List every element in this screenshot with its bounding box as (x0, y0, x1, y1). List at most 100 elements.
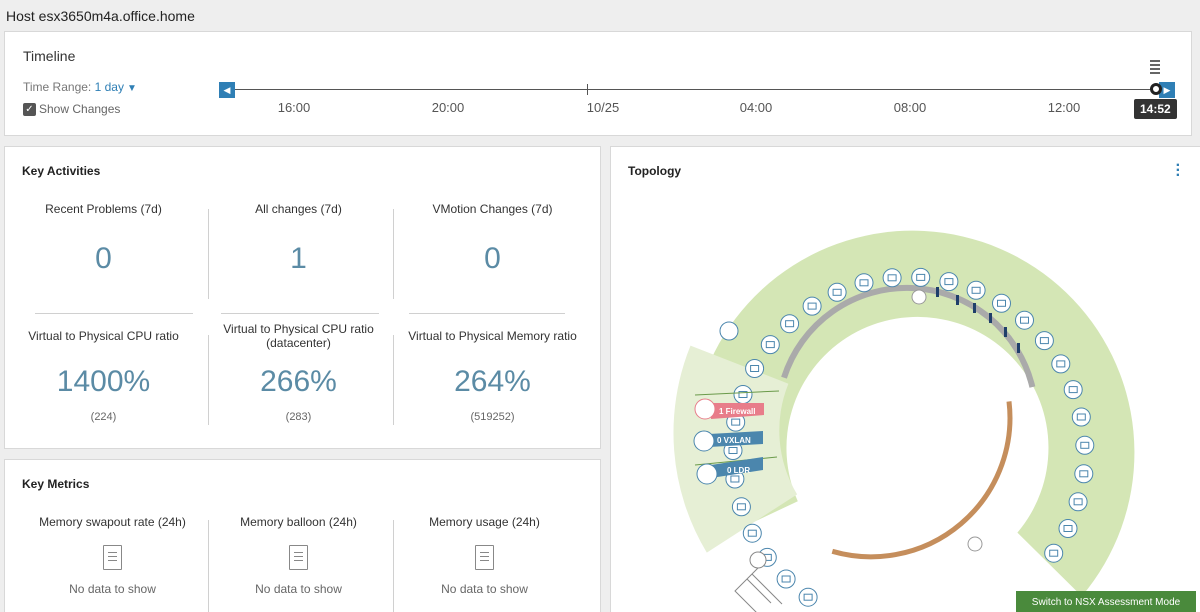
timeline-tick-label: 12:00 (1047, 100, 1081, 115)
firewall-icon[interactable] (694, 398, 716, 420)
vm-icon[interactable] (827, 282, 847, 302)
vm-icon[interactable] (780, 314, 800, 334)
vm-icon[interactable] (1075, 435, 1095, 455)
show-changes-label: Show Changes (39, 102, 121, 116)
grip-icon[interactable] (1150, 60, 1160, 76)
column-divider (208, 335, 209, 425)
tree-node[interactable] (749, 551, 767, 569)
show-changes-toggle[interactable]: ✓ Show Changes (23, 102, 120, 116)
time-range-selector[interactable]: Time Range: 1 day ▼ (23, 80, 137, 94)
vm-icon[interactable] (802, 296, 822, 316)
datastore-icon[interactable] (967, 536, 983, 552)
topology-diagram[interactable]: 1 Firewall 0 VXLAN 0 LDR (611, 147, 1200, 612)
monitor-icon (944, 278, 954, 286)
monitor-icon (1068, 386, 1078, 394)
metric-label: Virtual to Physical Memory ratio (408, 329, 577, 343)
monitor-icon (736, 503, 746, 511)
key-metrics-panel: Key Metrics Memory swapout rate (24h) No… (4, 459, 601, 612)
monitor-icon (887, 274, 897, 282)
vm-icon[interactable] (760, 335, 780, 355)
all-changes-metric[interactable]: All changes (7d) 1 (206, 202, 391, 276)
vm-icon[interactable] (798, 587, 818, 607)
monitor-icon (1020, 316, 1029, 324)
vm-icon[interactable] (776, 569, 796, 589)
monitor-icon (1056, 360, 1066, 368)
metric-label: Virtual to Physical CPU ratio (28, 329, 179, 343)
vmotion-changes-metric[interactable]: VMotion Changes (7d) 0 (400, 202, 585, 276)
port-icons (936, 287, 1020, 353)
ldr-badge[interactable] (711, 457, 763, 478)
vm-icon[interactable] (882, 268, 902, 288)
firewall-link (694, 390, 780, 396)
monitor-icon (803, 593, 813, 601)
row-divider (409, 313, 565, 314)
metric-value[interactable]: 0 (484, 242, 501, 275)
memory-swapout-metric: Memory swapout rate (24h) No data to sho… (20, 515, 205, 596)
vm-icon[interactable] (992, 293, 1011, 313)
column-divider (393, 335, 394, 425)
vm-icon[interactable] (731, 497, 751, 517)
vm-icon[interactable] (939, 272, 959, 292)
ldr-icon[interactable] (696, 463, 718, 485)
scroll-right-icon[interactable]: ▶ (1159, 82, 1175, 98)
timeline-handle[interactable] (1150, 83, 1162, 95)
column-divider (393, 209, 394, 299)
memory-balloon-metric: Memory balloon (24h) No data to show (206, 515, 391, 596)
topology-title: Topology (628, 164, 682, 178)
metric-count: (283) (285, 411, 312, 423)
key-metrics-title: Key Metrics (22, 477, 90, 491)
metric-value[interactable]: 1 (290, 242, 307, 275)
monitor-icon (1073, 498, 1083, 506)
ldr-label: 0 LDR (727, 466, 750, 475)
scroll-left-icon[interactable]: ◀ (219, 82, 235, 98)
vm-icon[interactable] (1068, 492, 1088, 512)
vm-icon[interactable] (733, 385, 753, 404)
timeline-tick-label: 08:00 (893, 100, 927, 115)
vm-icon[interactable] (1044, 543, 1064, 563)
timeline-tick-label: 04:00 (739, 100, 773, 115)
vm-icon[interactable] (1071, 407, 1091, 427)
row-divider (221, 313, 379, 314)
key-activities-panel: Key Activities Recent Problems (7d) 0 Al… (4, 146, 601, 449)
monitor-icon (1039, 337, 1049, 345)
vm-icon[interactable] (1034, 331, 1054, 351)
cluster-icon[interactable] (719, 321, 739, 341)
metric-label: Memory balloon (24h) (240, 515, 357, 529)
timeline-tick-label: 16:00 (277, 100, 311, 115)
recent-problems-metric[interactable]: Recent Problems (7d) 0 (11, 202, 196, 276)
firewall-badge[interactable] (711, 403, 764, 419)
column-divider (208, 209, 209, 299)
vm-icon[interactable] (966, 280, 986, 300)
column-divider (393, 520, 394, 612)
vm-icon[interactable] (742, 523, 762, 543)
monitor-icon (859, 279, 869, 287)
tree-connector (734, 567, 783, 612)
key-activities-title: Key Activities (22, 164, 101, 178)
vm-icon[interactable] (1058, 519, 1078, 538)
more-options-icon[interactable]: · · · (1175, 157, 1181, 184)
vxlan-badge[interactable] (709, 431, 763, 447)
vm-icon[interactable] (1015, 310, 1034, 330)
monitor-icon (765, 341, 775, 349)
vm-icon[interactable] (745, 359, 765, 378)
monitor-icon (731, 418, 741, 426)
caret-down-icon[interactable]: ▼ (126, 83, 137, 94)
metric-value: 264% (454, 365, 531, 398)
vm-icon[interactable] (854, 273, 874, 293)
vm-icon[interactable] (1051, 354, 1071, 374)
switch-nsx-mode-button[interactable]: Switch to NSX Assessment Mode (1016, 591, 1196, 612)
metric-value[interactable]: 0 (95, 242, 112, 275)
metric-label: Memory swapout rate (24h) (39, 515, 186, 529)
time-range-value[interactable]: 1 day (94, 80, 124, 94)
metric-label: VMotion Changes (7d) (432, 202, 553, 216)
vxlan-icon[interactable] (693, 430, 715, 452)
monitor-icon (781, 575, 791, 583)
vm-icon[interactable] (1063, 380, 1083, 400)
vm-icon[interactable] (911, 267, 931, 287)
cpu-ratio-datacenter-metric: Virtual to Physical CPU ratio (datacente… (206, 322, 391, 423)
vm-icon[interactable] (1074, 464, 1094, 484)
vds-icon[interactable] (911, 289, 927, 305)
timeline-track[interactable] (227, 89, 1159, 90)
checkbox-checked-icon[interactable]: ✓ (23, 102, 36, 116)
cpu-ratio-metric: Virtual to Physical CPU ratio 1400% (224… (11, 329, 196, 423)
